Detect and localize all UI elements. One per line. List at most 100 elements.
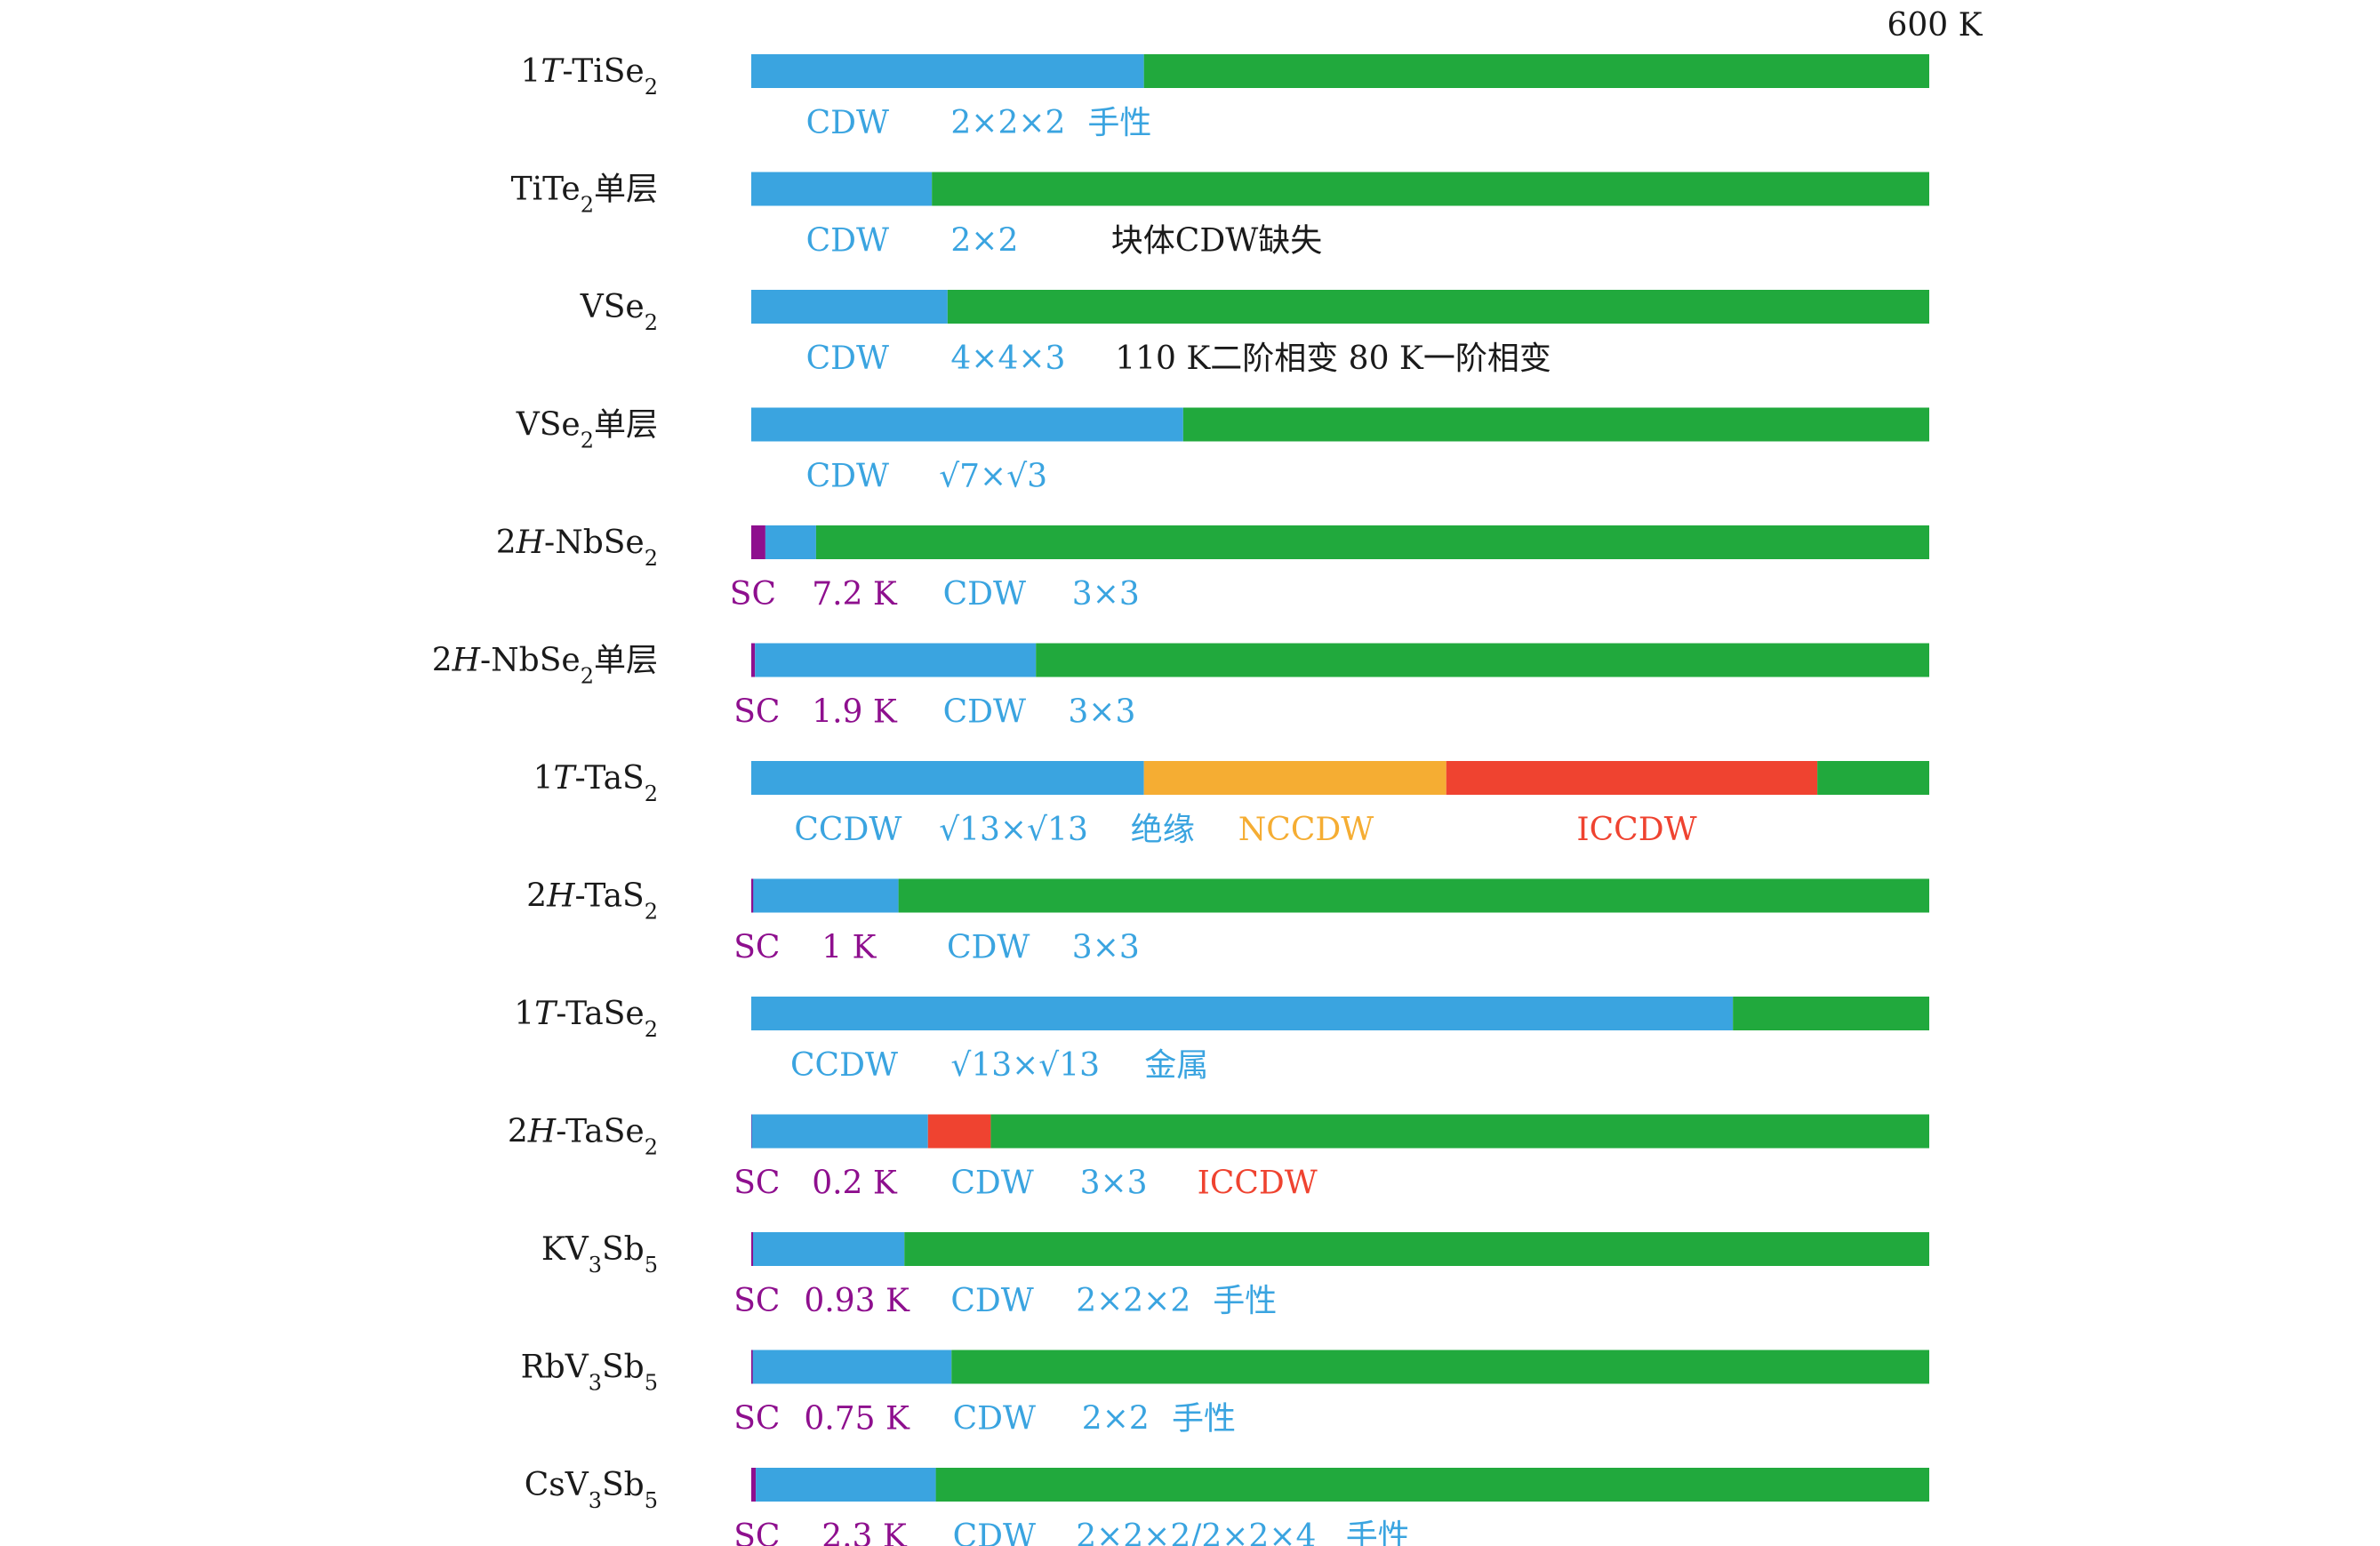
phase-annotation: CDW <box>953 1401 1036 1438</box>
phase-annotation: 3×3 <box>1068 694 1135 731</box>
material-label: KV3Sb5 <box>541 1231 658 1278</box>
bar-segment-normal <box>904 1232 1929 1266</box>
material-label: CsV3Sb5 <box>525 1467 658 1513</box>
bar-segment-cdw <box>752 1350 952 1384</box>
phase-annotation: 3×3 <box>1080 1166 1148 1202</box>
bar-segment-cdw <box>756 1468 936 1502</box>
bar-segment-normal <box>951 1350 1929 1384</box>
phase-annotation: √13×√13 <box>939 812 1088 848</box>
bar-segment-cdw <box>751 1114 928 1149</box>
bar-segment-normal <box>1733 997 1929 1030</box>
phase-annotation: 2×2×2 <box>1076 1283 1190 1319</box>
phase-annotation: 0.93 K <box>804 1283 910 1319</box>
bar-segment-cdw <box>765 525 816 559</box>
material-label: VSe2 <box>580 289 658 335</box>
bar-segment-normal <box>990 1114 1929 1149</box>
phase-annotation: SC <box>733 1283 780 1319</box>
material-label: RbV3Sb5 <box>521 1350 658 1396</box>
bar-segment-normal <box>815 525 1929 559</box>
bar-segment-normal <box>935 1468 1929 1502</box>
phase-annotation: √13×√13 <box>950 1047 1100 1084</box>
bar-segment-cdw <box>751 761 1144 795</box>
phase-annotation: 0.2 K <box>812 1166 898 1202</box>
phase-annotation: 7.2 K <box>812 576 898 613</box>
phase-annotation: ICCDW <box>1198 1166 1318 1202</box>
bar-segment-superconducting <box>751 878 755 913</box>
material-label: 2H-NbSe2单层 <box>432 643 658 689</box>
bar-segment-cdw <box>751 54 1144 88</box>
phase-annotation: 2×2×2 <box>950 105 1065 141</box>
phase-annotation: 2×2×2/2×2×4 <box>1076 1518 1316 1546</box>
bar-segment-insulating <box>1143 761 1446 795</box>
bar-segment-superconducting <box>751 1468 757 1502</box>
phase-annotation: SC <box>733 1401 780 1438</box>
bar-segment-normal <box>1182 407 1929 442</box>
phase-annotation: 0.75 K <box>804 1401 910 1438</box>
phase-annotation: CDW <box>950 1283 1033 1319</box>
phase-annotation: SC <box>733 930 780 966</box>
phase-annotation: 2×2 <box>1082 1401 1150 1438</box>
bar-segment-iccdw <box>1446 761 1818 795</box>
bar-segment-cdw <box>751 407 1183 442</box>
bar-segment-superconducting <box>751 1232 755 1266</box>
material-label: 2H-NbSe2 <box>496 525 658 571</box>
phase-annotation: CDW <box>953 1518 1036 1546</box>
phase-annotation: 4×4×3 <box>950 340 1065 377</box>
phase-annotation: 手性 <box>1172 1401 1236 1438</box>
bar-segment-cdw <box>755 643 1037 677</box>
phase-annotation: CDW <box>943 694 1026 731</box>
phase-annotation: 2×2 <box>950 223 1018 260</box>
phase-annotation: CDW <box>806 105 889 141</box>
phase-annotation: CDW <box>806 223 889 260</box>
phase-annotation: 手性 <box>1087 105 1151 141</box>
phase-annotation: 金属 <box>1144 1047 1208 1084</box>
material-label: 2H-TaS2 <box>526 878 658 925</box>
phase-annotation: 2.3 K <box>821 1518 908 1546</box>
bar-segment-cdw <box>753 878 899 913</box>
bar-segment-iccdw <box>927 1114 991 1149</box>
phase-annotation: 1 K <box>821 930 877 966</box>
phase-annotation: ICCDW <box>1576 812 1696 848</box>
material-labels: 1T-TiSe2 TiTe2单层 VSe2 VSe2单层 2H-NbSe2 2H-NbSe… <box>432 53 658 1513</box>
bar-segment-cdw <box>751 290 948 324</box>
phase-annotation: 3×3 <box>1072 576 1140 613</box>
phase-annotation: 1.9 K <box>812 694 898 731</box>
phase-annotation: NCCDW <box>1238 812 1374 848</box>
material-label: 1T-TaS2 <box>533 760 658 806</box>
material-label: TiTe2单层 <box>511 172 658 218</box>
phase-annotation: SC <box>730 576 776 613</box>
material-label: 1T-TaSe2 <box>514 996 658 1042</box>
material-label: VSe2单层 <box>516 407 658 453</box>
bar-segment-normal <box>932 172 1929 206</box>
phase-annotation: 手性 <box>1213 1283 1277 1319</box>
bar-segment-normal <box>1143 54 1929 88</box>
material-label: 2H-TaSe2 <box>508 1114 658 1160</box>
phase-annotation: CCDW <box>794 812 902 848</box>
phase-annotation: CDW <box>806 340 889 377</box>
bar-segment-superconducting <box>751 643 756 677</box>
phase-annotations: CDW 2×2×2 手性 CDW 2×2 块体CDW缺失 CDW 4×4×3 110 K二阶相变… <box>730 105 1697 1546</box>
phase-annotation: CDW <box>806 459 889 495</box>
bar-segment-superconducting <box>751 525 765 559</box>
phase-annotation: 块体CDW缺失 <box>1111 223 1322 260</box>
x-end-label: 600 K <box>1887 7 1983 44</box>
phase-annotation: SC <box>733 694 780 731</box>
phase-annotation: 手性 <box>1346 1518 1410 1546</box>
phase-annotation: SC <box>733 1518 780 1546</box>
bar-segment-normal <box>898 878 1929 913</box>
phase-annotation: SC <box>733 1166 780 1202</box>
bar-segment-cdw <box>751 172 933 206</box>
phase-annotation: √7×√3 <box>939 459 1047 495</box>
bar-segment-normal <box>1036 643 1929 677</box>
phase-annotation: CDW <box>950 1166 1033 1202</box>
bar-segment-normal <box>947 290 1929 324</box>
bar-segment-cdw <box>753 1232 905 1266</box>
bar-segment-cdw <box>751 997 1734 1030</box>
phase-annotation: 110 K二阶相变 80 K一阶相变 <box>1115 340 1551 377</box>
bar-segment-normal <box>1817 761 1929 795</box>
phase-annotation: CCDW <box>790 1047 898 1084</box>
phase-annotation: CDW <box>947 930 1030 966</box>
material-label: 1T-TiSe2 <box>520 53 658 100</box>
phase-bars <box>751 54 1929 1502</box>
